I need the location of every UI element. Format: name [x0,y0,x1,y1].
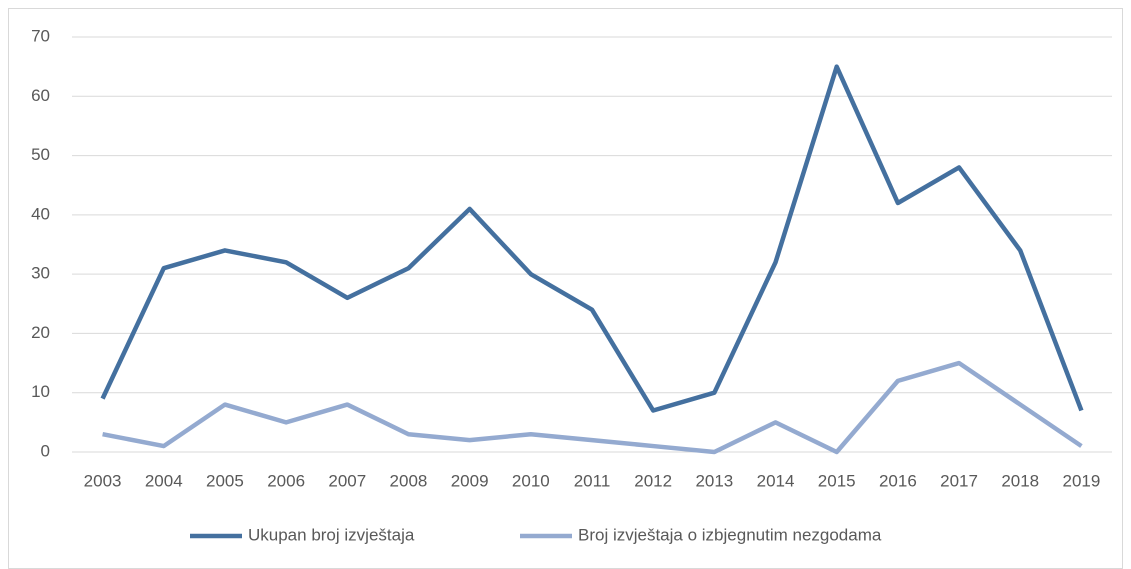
x-tick-label: 2017 [940,471,978,490]
x-tick-label: 2012 [634,471,672,490]
y-tick-label: 60 [31,86,50,105]
x-tick-label: 2009 [451,471,489,490]
y-tick-label: 40 [31,204,50,223]
x-tick-label: 2003 [84,471,122,490]
legend-label: Ukupan broj izvještaja [248,525,415,544]
y-tick-label: 20 [31,323,50,342]
x-tick-label: 2010 [512,471,550,490]
x-tick-label: 2008 [390,471,428,490]
x-tick-label: 2004 [145,471,183,490]
x-tick-label: 2005 [206,471,244,490]
series-line [100,64,1084,413]
x-tick-label: 2018 [1001,471,1039,490]
y-tick-label: 30 [31,264,50,283]
x-tick-label: 2011 [574,471,611,490]
x-tick-label: 2015 [818,471,856,490]
x-tick-label: 2019 [1062,471,1100,490]
x-tick-label: 2013 [695,471,733,490]
y-tick-label: 50 [31,145,50,164]
y-tick-label: 0 [41,441,50,460]
x-tick-label: 2014 [757,471,795,490]
x-tick-label: 2006 [267,471,305,490]
x-tick-label: 2007 [328,471,366,490]
x-tick-label: 2016 [879,471,917,490]
y-tick-label: 70 [31,26,50,45]
legend-label: Broj izvještaja o izbjegnutim nezgodama [578,525,882,544]
series-line [102,360,1083,455]
y-tick-label: 10 [31,382,50,401]
